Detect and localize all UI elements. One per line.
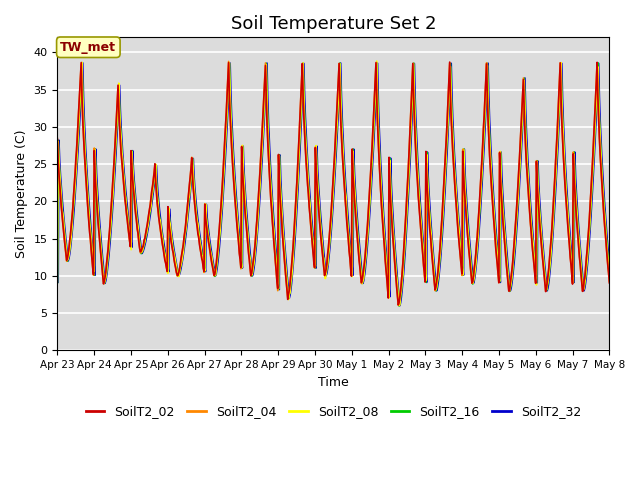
SoilT2_16 bbox=[206, 246, 214, 252]
SoilT2_16 bbox=[418, 234, 426, 240]
SoilT2_16 bbox=[605, 271, 613, 277]
SoilT2_16 bbox=[63, 258, 71, 264]
SoilT2_32 bbox=[402, 237, 410, 242]
SoilT2_04 bbox=[63, 256, 71, 262]
Line: SoilT2_08: SoilT2_08 bbox=[58, 61, 609, 305]
SoilT2_08 bbox=[373, 58, 381, 64]
SoilT2_08 bbox=[402, 224, 410, 229]
SoilT2_02 bbox=[446, 59, 454, 65]
Y-axis label: Soil Temperature (C): Soil Temperature (C) bbox=[15, 130, 28, 258]
SoilT2_02 bbox=[54, 136, 61, 142]
SoilT2_32 bbox=[54, 271, 61, 277]
SoilT2_04 bbox=[177, 261, 184, 266]
SoilT2_32 bbox=[206, 240, 214, 246]
SoilT2_04 bbox=[54, 138, 61, 144]
SoilT2_08 bbox=[120, 177, 128, 182]
SoilT2_16 bbox=[54, 280, 61, 286]
SoilT2_16 bbox=[395, 303, 403, 309]
SoilT2_32 bbox=[418, 224, 426, 230]
SoilT2_02 bbox=[177, 262, 184, 268]
SoilT2_16 bbox=[402, 223, 410, 229]
SoilT2_04 bbox=[120, 187, 128, 193]
Line: SoilT2_32: SoilT2_32 bbox=[58, 63, 609, 306]
SoilT2_02 bbox=[205, 243, 213, 249]
Title: Soil Temperature Set 2: Soil Temperature Set 2 bbox=[230, 15, 436, 33]
Legend: SoilT2_02, SoilT2_04, SoilT2_08, SoilT2_16, SoilT2_32: SoilT2_02, SoilT2_04, SoilT2_08, SoilT2_… bbox=[81, 400, 586, 423]
Line: SoilT2_02: SoilT2_02 bbox=[58, 62, 609, 305]
SoilT2_02 bbox=[605, 280, 613, 286]
SoilT2_04 bbox=[402, 209, 410, 215]
SoilT2_04 bbox=[418, 243, 426, 249]
SoilT2_08 bbox=[205, 241, 213, 247]
SoilT2_04 bbox=[205, 245, 213, 251]
SoilT2_32 bbox=[177, 265, 185, 271]
SoilT2_04 bbox=[605, 279, 613, 285]
Line: SoilT2_16: SoilT2_16 bbox=[58, 63, 609, 306]
SoilT2_08 bbox=[177, 265, 184, 271]
SoilT2_16 bbox=[121, 187, 129, 193]
SoilT2_08 bbox=[418, 234, 426, 240]
SoilT2_08 bbox=[63, 257, 71, 263]
SoilT2_16 bbox=[177, 262, 185, 267]
SoilT2_16 bbox=[78, 60, 86, 66]
SoilT2_02 bbox=[417, 232, 425, 238]
X-axis label: Time: Time bbox=[318, 376, 349, 389]
SoilT2_04 bbox=[394, 302, 402, 308]
SoilT2_02 bbox=[394, 302, 402, 308]
Line: SoilT2_04: SoilT2_04 bbox=[58, 61, 609, 305]
SoilT2_32 bbox=[605, 262, 613, 268]
SoilT2_08 bbox=[395, 302, 403, 308]
SoilT2_02 bbox=[401, 224, 409, 229]
Text: TW_met: TW_met bbox=[60, 41, 116, 54]
SoilT2_32 bbox=[63, 251, 71, 257]
SoilT2_02 bbox=[120, 188, 128, 193]
SoilT2_08 bbox=[605, 273, 613, 279]
SoilT2_04 bbox=[225, 59, 232, 64]
SoilT2_32 bbox=[121, 179, 129, 185]
SoilT2_32 bbox=[396, 303, 404, 309]
SoilT2_32 bbox=[79, 60, 86, 66]
SoilT2_08 bbox=[54, 279, 61, 285]
SoilT2_02 bbox=[63, 255, 71, 261]
